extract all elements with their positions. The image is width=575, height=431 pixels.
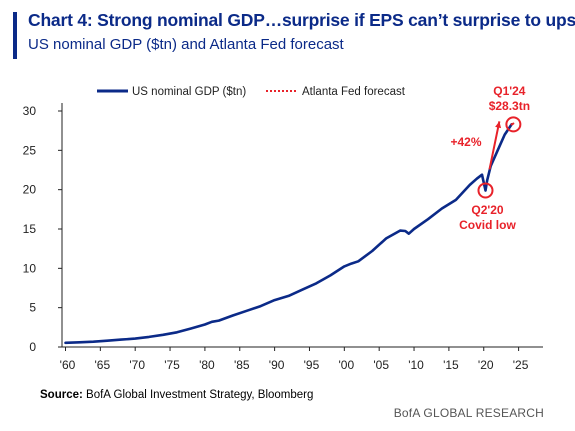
y-tick-label: 0 bbox=[29, 340, 36, 354]
annotation-q1-24: Q1'24 bbox=[493, 84, 526, 98]
annotation-q2-20: Q2'20 bbox=[471, 203, 504, 217]
y-tick-label: 5 bbox=[29, 301, 36, 315]
x-tick-label: '65 bbox=[95, 358, 111, 372]
title-accent-bar bbox=[13, 12, 17, 59]
chart-title: Chart 4: Strong nominal GDP…surprise if … bbox=[28, 10, 575, 30]
annotation-covid-low: Covid low bbox=[459, 218, 516, 232]
series-layer bbox=[64, 122, 515, 345]
legend-label-gdp: US nominal GDP ($tn) bbox=[132, 86, 246, 98]
y-tick-label: 20 bbox=[23, 183, 37, 197]
x-tick-label: '90 bbox=[269, 358, 285, 372]
annotation-growth-pct: +42% bbox=[450, 135, 481, 149]
x-tick-label: '80 bbox=[199, 358, 215, 372]
y-tick-label: 15 bbox=[23, 222, 37, 236]
x-tick-label: '70 bbox=[129, 358, 145, 372]
source-note: Source: BofA Global Investment Strategy,… bbox=[40, 389, 313, 401]
x-tick-label: '95 bbox=[304, 358, 320, 372]
x-tick-label: '10 bbox=[408, 358, 424, 372]
x-tick-label: '20 bbox=[478, 358, 494, 372]
x-tick-label: '05 bbox=[373, 358, 389, 372]
peak-marker-circle bbox=[505, 116, 522, 133]
x-tick-label: '85 bbox=[234, 358, 250, 372]
y-tick-label: 25 bbox=[23, 143, 37, 157]
growth-arrow-head bbox=[495, 121, 502, 129]
x-tick-label: '00 bbox=[339, 358, 355, 372]
y-tick-label: 30 bbox=[23, 104, 37, 118]
source-text: BofA Global Investment Strategy, Bloombe… bbox=[86, 389, 314, 401]
legend-label-forecast: Atlanta Fed forecast bbox=[302, 86, 406, 98]
chart-axes: 0 5 10 15 20 25 30 '60 '65 '70 '75 '80 '85 '90 '95 '00 '… bbox=[23, 103, 543, 372]
brand-footer: BofA GLOBAL RESEARCH bbox=[393, 406, 544, 420]
x-tick-label: '75 bbox=[164, 358, 180, 372]
forecast-series-line bbox=[510, 122, 515, 126]
x-tick-label: '60 bbox=[60, 358, 76, 372]
x-tick-label: '25 bbox=[513, 358, 529, 372]
chart-legend: US nominal GDP ($tn) Atlanta Fed forecast bbox=[97, 86, 406, 98]
source-label: Source: bbox=[40, 389, 83, 401]
covid-low-marker-circle bbox=[477, 182, 494, 199]
growth-arrow-shaft bbox=[488, 121, 501, 170]
x-tick-label: '15 bbox=[443, 358, 459, 372]
gdp-series-line bbox=[64, 123, 513, 345]
chart-subtitle: US nominal GDP ($tn) and Atlanta Fed for… bbox=[28, 36, 344, 53]
annotation-peak-value: $28.3tn bbox=[489, 99, 530, 113]
y-tick-label: 10 bbox=[23, 261, 37, 275]
